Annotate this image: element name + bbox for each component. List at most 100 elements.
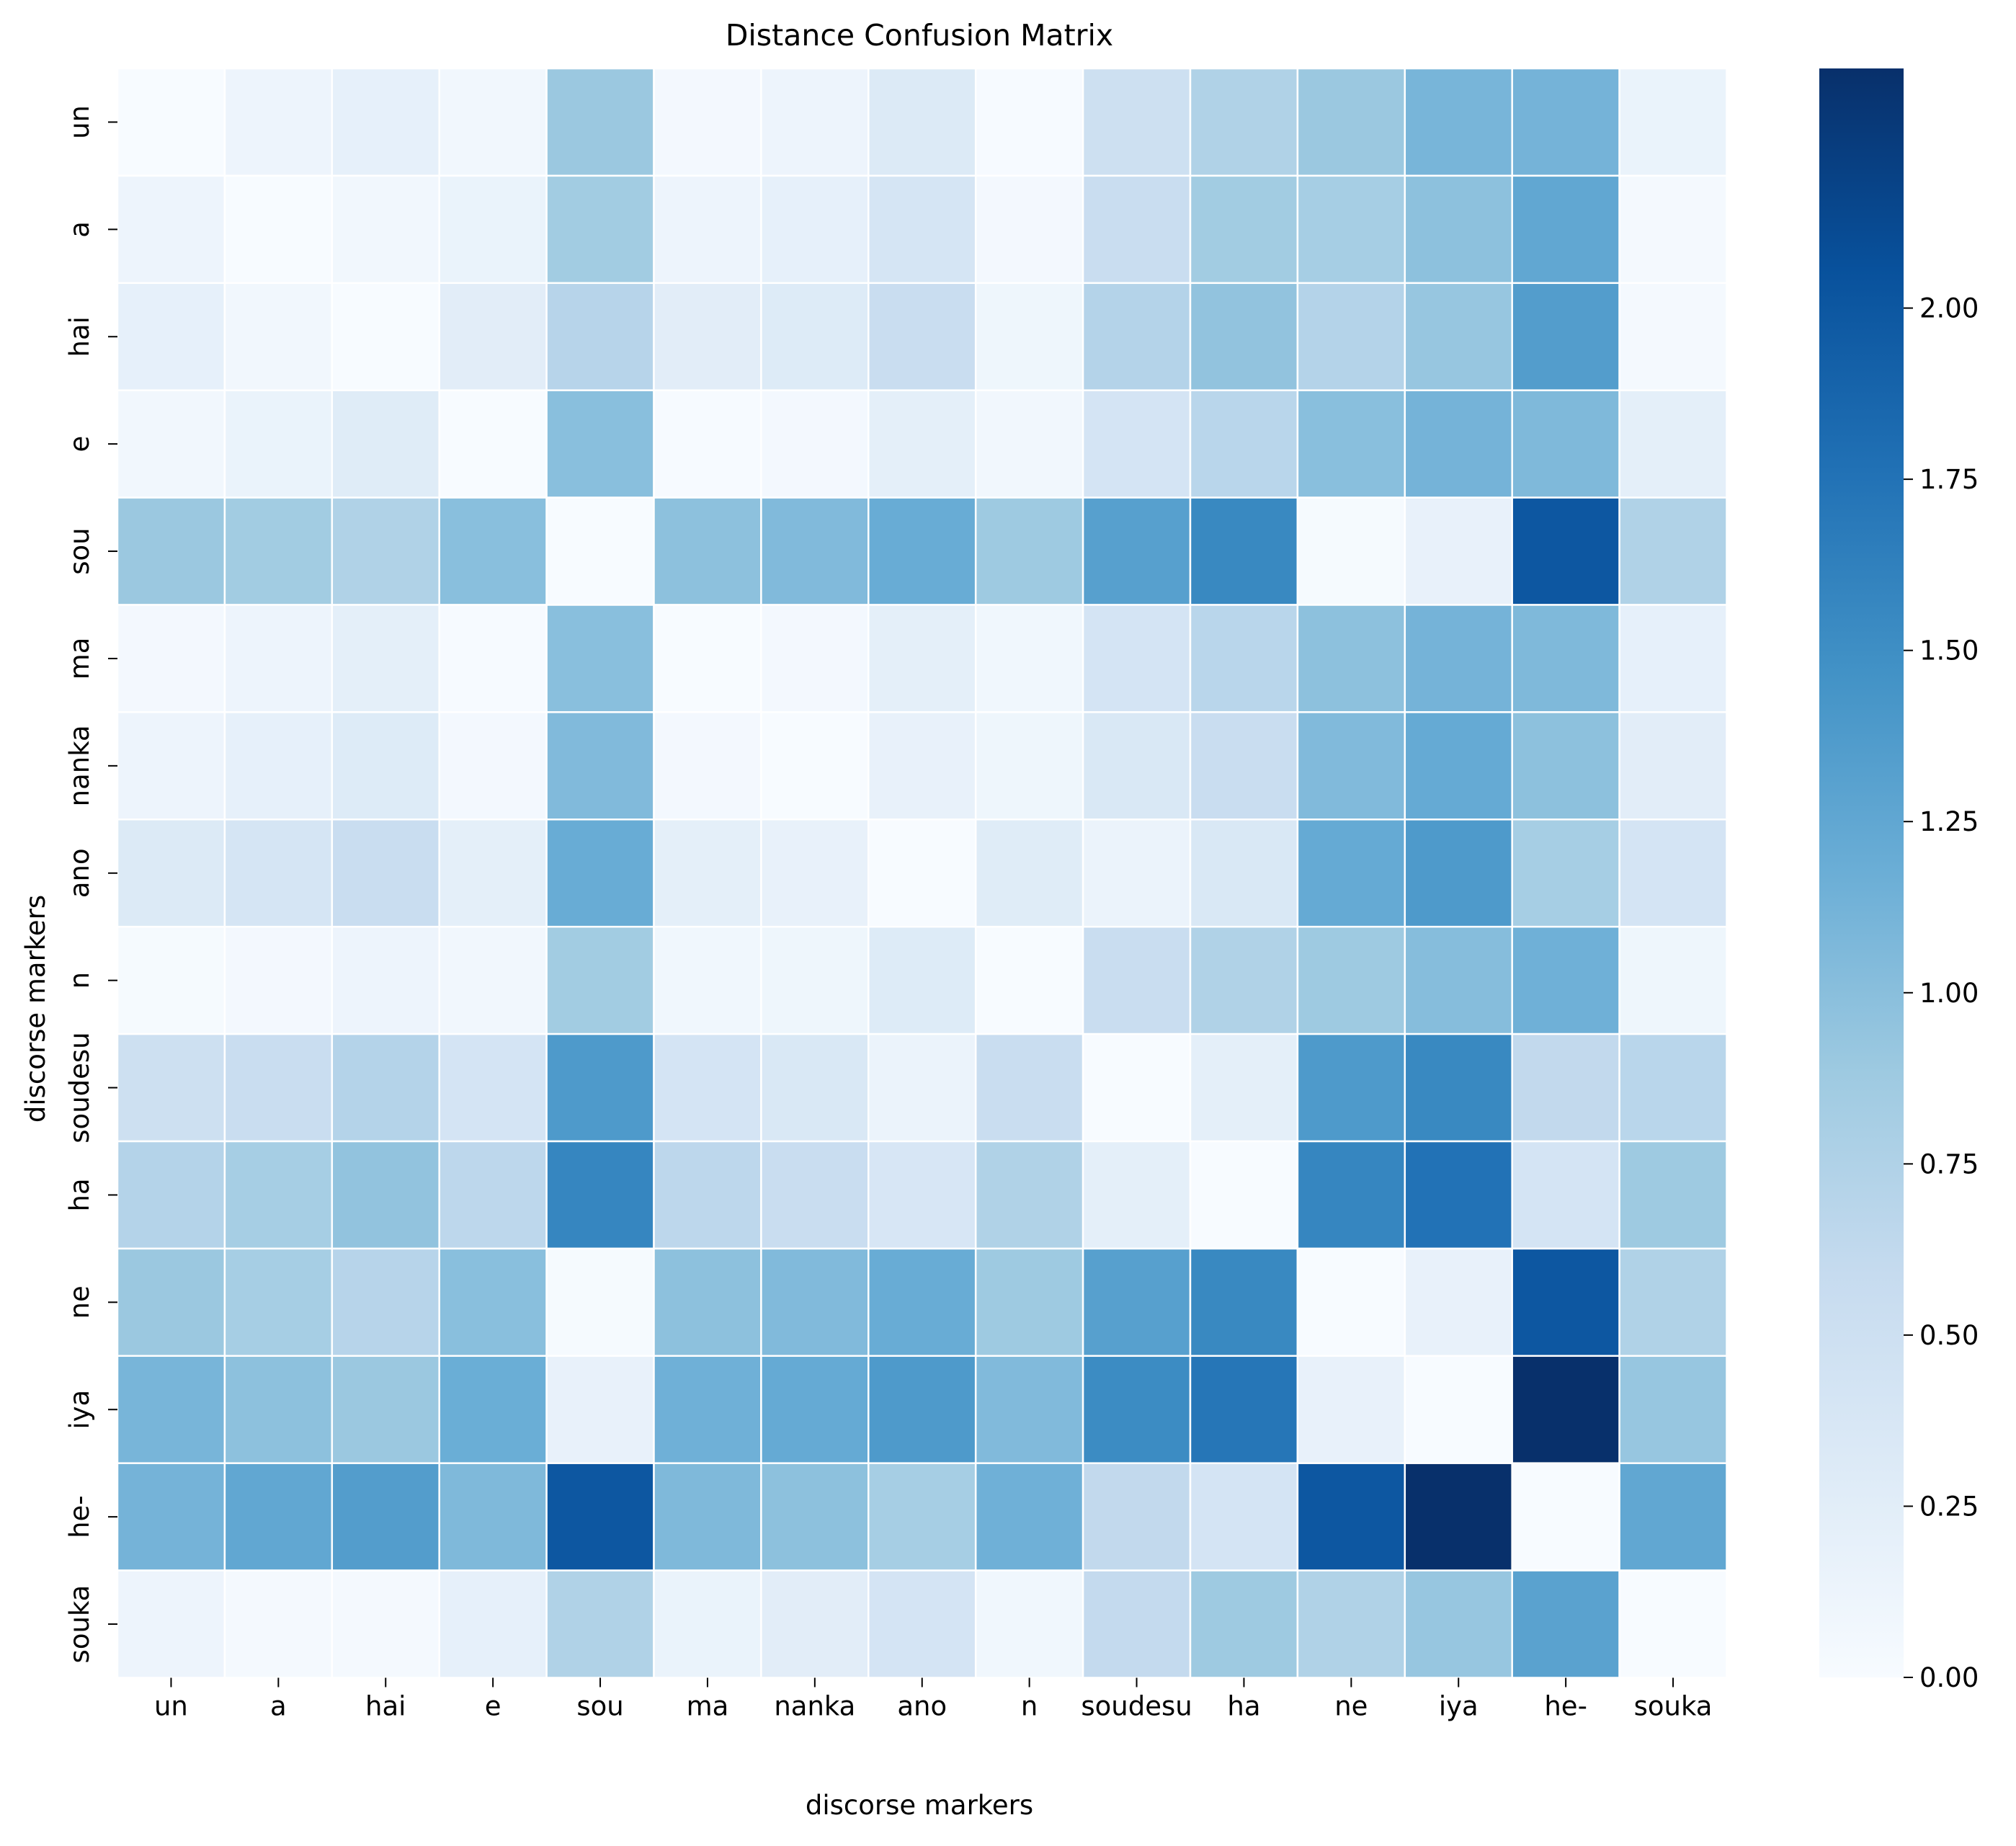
heatmap-cell-ha-ma: [653, 1140, 762, 1250]
heatmap-cell-ano-un: [116, 819, 226, 928]
heatmap-cell-nanka-souka: [1618, 711, 1728, 821]
heatmap-cell-ma-a: [223, 604, 334, 713]
colorbar: 0.00 0.25 0.50 0.75 1.00 1.25 1.50 1.75 2.00: [1819, 68, 1979, 1693]
heatmap-cell-ano-he-: [1511, 819, 1620, 928]
y-tick-label: iya: [64, 1390, 95, 1430]
heatmap-cell-sou-ma: [653, 496, 762, 606]
heatmap-cell-ma-hai: [331, 604, 440, 713]
heatmap-cell-ha-sou: [545, 1140, 655, 1250]
y-tick-label: nanka: [64, 725, 95, 806]
heatmap-cell-sou-n: [974, 496, 1084, 606]
heatmap-cell-ne-n: [974, 1247, 1084, 1357]
heatmap-cell-hai-un: [116, 282, 226, 391]
heatmap-cell-ne-a: [223, 1247, 334, 1357]
y-tick-label: ha: [64, 1178, 95, 1211]
colorbar-tick-label: 1.75: [1919, 464, 1979, 495]
heatmap-cell-ma-sou: [545, 604, 655, 713]
heatmap-cell-ano-e: [438, 819, 548, 928]
heatmap-cell-he--hai: [331, 1462, 440, 1571]
heatmap-cell-sou-souka: [1618, 496, 1728, 606]
heatmap-cell-un-he-: [1511, 67, 1620, 177]
colorbar-tick-label: 0.00: [1919, 1662, 1979, 1693]
heatmap-cell-a-souka: [1618, 174, 1728, 285]
y-tick-label: sou: [64, 527, 95, 574]
heatmap-cell-iya-un: [116, 1355, 226, 1464]
heatmap-cell-hai-ma: [653, 282, 762, 391]
heatmap-cell-hai-ne: [1296, 282, 1406, 391]
heatmap-cell-ha-souka: [1618, 1140, 1728, 1250]
heatmap-cell-ma-ha: [1189, 604, 1299, 713]
heatmap-cell-ha-ano: [867, 1140, 977, 1250]
heatmap-cell-hai-e: [438, 282, 548, 391]
x-axis-ticks: un a hai e sou ma nanka ano n soudesu ha ne iya he-so…: [154, 1677, 1713, 1722]
x-tick-label: iya: [1439, 1691, 1478, 1722]
heatmap-cell-sou-nanka: [760, 496, 870, 606]
y-axis-ticks: un a hai e sou ma nanka ano n soudesu ha ne iya he-so…: [64, 105, 117, 1663]
heatmap-cell-hai-iya: [1404, 282, 1513, 391]
heatmap-cell-sou-un: [116, 496, 226, 606]
heatmap-cell-soudesu-n: [974, 1033, 1084, 1143]
x-tick-label: he-: [1544, 1691, 1587, 1722]
heatmap-cell-un-n: [974, 67, 1084, 177]
heatmap-cell-ma-e: [438, 604, 548, 713]
heatmap-cell-a-ne: [1296, 174, 1406, 285]
heatmap-cell-ma-souka: [1618, 604, 1728, 713]
heatmap-cell-e-hai: [331, 389, 440, 499]
heatmap-cell-sou-iya: [1404, 496, 1513, 606]
heatmap-cell-nanka-ne: [1296, 711, 1406, 821]
heatmap-cell-soudesu-ne: [1296, 1033, 1406, 1143]
heatmap-cell-a-n: [974, 174, 1084, 285]
colorbar-tick-label: 1.00: [1919, 978, 1979, 1009]
heatmap-cell-he--un: [116, 1462, 226, 1571]
colorbar-gradient: [1819, 68, 1904, 1677]
heatmap-cell-sou-e: [438, 496, 548, 606]
heatmap-cell-soudesu-hai: [331, 1033, 440, 1143]
y-tick-label: n: [64, 972, 95, 989]
heatmap-cell-nanka-hai: [331, 711, 440, 821]
heatmap-cell-ha-nanka: [760, 1140, 870, 1250]
heatmap-cell-nanka-ano: [867, 711, 977, 821]
x-tick-label: e: [485, 1691, 501, 1722]
heatmap-cell-iya-sou: [545, 1355, 655, 1464]
heatmap-cell-a-he-: [1511, 174, 1620, 285]
heatmap-cell-iya-hai: [331, 1355, 440, 1464]
heatmap-cell-ne-sou: [545, 1247, 655, 1357]
heatmap-cell-nanka-sou: [545, 711, 655, 821]
heatmap-cell-iya-ma: [653, 1355, 762, 1464]
heatmap-cell-nanka-nanka: [760, 711, 870, 821]
heatmap-cell-he--souka: [1618, 1462, 1728, 1571]
heatmap-cell-ha-ne: [1296, 1140, 1406, 1250]
heatmap-cell-ha-hai: [331, 1140, 440, 1250]
heatmap-cell-iya-soudesu: [1081, 1355, 1192, 1464]
heatmap-cell-un-e: [438, 67, 548, 177]
heatmap-cell-he--ano: [867, 1462, 977, 1571]
heatmap-cell-he--iya: [1404, 1462, 1513, 1571]
heatmap-cell-iya-he-: [1511, 1355, 1620, 1464]
heatmap-cell-iya-nanka: [760, 1355, 870, 1464]
heatmap-cell-soudesu-ma: [653, 1033, 762, 1143]
heatmap-cell-hai-a: [223, 282, 334, 391]
y-tick-label: soudesu: [64, 1032, 95, 1143]
heatmap-cell-n-e: [438, 925, 548, 1035]
x-tick-label: souka: [1634, 1691, 1713, 1722]
heatmap-cell-sou-hai: [331, 496, 440, 606]
heatmap-cell-nanka-iya: [1404, 711, 1513, 821]
heatmap-cell-e-un: [116, 389, 226, 499]
heatmap-cell-n-he-: [1511, 925, 1620, 1035]
heatmap-cells: [116, 67, 1728, 1679]
heatmap-cell-ne-ha: [1189, 1247, 1299, 1357]
heatmap-cell-hai-hai: [331, 282, 440, 391]
heatmap-cell-e-he-: [1511, 389, 1620, 499]
heatmap-cell-ha-ha: [1189, 1140, 1299, 1250]
y-axis-label: discorse markers: [20, 895, 51, 1123]
y-tick-label: he-: [64, 1495, 95, 1538]
heatmap-cell-n-sou: [545, 925, 655, 1035]
heatmap-cell-un-ano: [867, 67, 977, 177]
y-tick-label: ne: [64, 1285, 95, 1319]
heatmap-cell-hai-he-: [1511, 282, 1620, 391]
heatmap-cell-ha-un: [116, 1140, 226, 1250]
heatmap-cell-ma-n: [974, 604, 1084, 713]
x-tick-label: n: [1021, 1691, 1038, 1722]
heatmap-cell-iya-ha: [1189, 1355, 1299, 1464]
heatmap-cell-n-un: [116, 925, 226, 1035]
